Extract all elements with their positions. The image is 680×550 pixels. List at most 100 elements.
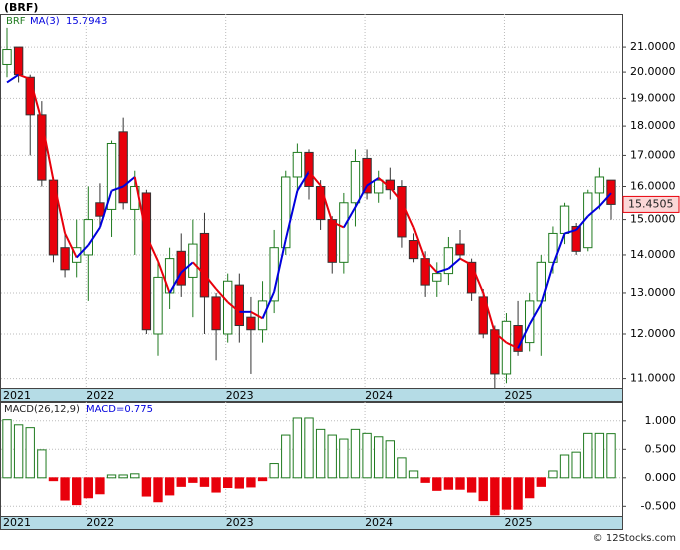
last-price-label: 15.4505 bbox=[628, 197, 674, 210]
ma-segment bbox=[168, 271, 183, 294]
macd-bar bbox=[606, 433, 616, 479]
macd-bar bbox=[130, 473, 140, 479]
macd-bar bbox=[83, 477, 93, 499]
macd-bar bbox=[397, 457, 407, 479]
candle-body bbox=[60, 247, 70, 271]
macd-bar bbox=[466, 477, 477, 493]
candle-body bbox=[188, 243, 198, 278]
ma-segment bbox=[296, 171, 310, 192]
candle-body bbox=[432, 273, 442, 282]
ma-segment bbox=[412, 227, 427, 261]
ma-segment bbox=[401, 201, 415, 228]
candle-body bbox=[25, 76, 35, 116]
macd-bar bbox=[246, 477, 256, 488]
ma-segment bbox=[180, 261, 194, 274]
ma-segment bbox=[540, 264, 554, 304]
legend-macd-value: MACD=0.775 bbox=[86, 404, 153, 415]
candle-body bbox=[304, 151, 314, 187]
macd-bar bbox=[48, 477, 59, 482]
ma-segment bbox=[319, 185, 334, 223]
ma-segment bbox=[506, 341, 519, 350]
macd-bar bbox=[536, 477, 546, 487]
candle-body bbox=[455, 243, 465, 256]
macd-bar bbox=[501, 477, 512, 510]
y-tick-label: 11.0000 bbox=[630, 372, 676, 385]
legend-symbol: BRF bbox=[6, 16, 26, 27]
candle-body bbox=[466, 261, 477, 294]
macd-bar bbox=[513, 477, 523, 510]
ma-segment bbox=[64, 233, 78, 258]
macd-bar bbox=[594, 432, 605, 479]
macd-bar bbox=[60, 477, 70, 501]
ma-segment bbox=[192, 261, 206, 276]
candle-body bbox=[559, 205, 570, 234]
x-tick-label: 2021 bbox=[3, 516, 31, 529]
ma-segment bbox=[528, 303, 543, 325]
ma-segment bbox=[366, 177, 380, 187]
date-band bbox=[0, 388, 623, 402]
ma-segment bbox=[6, 73, 20, 84]
ma-segment bbox=[517, 323, 531, 349]
macd-bar bbox=[95, 477, 105, 495]
legend-macd: MACD(26,12,9) bbox=[4, 404, 80, 415]
macd-bar bbox=[408, 470, 419, 479]
ma-segment bbox=[598, 192, 612, 207]
ma-segment bbox=[133, 176, 148, 237]
macd-bar bbox=[223, 477, 233, 488]
ma-segment bbox=[575, 215, 589, 231]
candle-body bbox=[106, 142, 117, 210]
ma-segment bbox=[284, 190, 299, 240]
macd-bar bbox=[525, 477, 535, 499]
last-price-box bbox=[622, 195, 680, 213]
macd-bar bbox=[164, 477, 175, 496]
y-tick-label: 12.0000 bbox=[630, 327, 676, 340]
ma-segment bbox=[331, 221, 345, 229]
macd-bar bbox=[315, 428, 326, 479]
y-tick-label: 20.0000 bbox=[630, 65, 676, 78]
ma-segment bbox=[470, 264, 485, 294]
ma-segment bbox=[29, 78, 43, 122]
candle-body bbox=[223, 280, 233, 335]
macd-bar bbox=[234, 477, 244, 489]
candle-body bbox=[153, 276, 163, 335]
macd-bar bbox=[583, 432, 593, 479]
legend-ma: MA(3) bbox=[30, 16, 60, 27]
x-tick-label: 2023 bbox=[226, 516, 254, 529]
macd-bar bbox=[420, 477, 430, 483]
macd-bar bbox=[72, 477, 82, 506]
macd-bar bbox=[211, 477, 221, 493]
x-tick-label: 2023 bbox=[226, 389, 254, 402]
macd-bar bbox=[374, 436, 384, 479]
candle-body bbox=[397, 185, 407, 238]
macd-bar bbox=[281, 434, 291, 479]
macd-bar bbox=[13, 424, 24, 479]
candle-body bbox=[199, 232, 210, 298]
macd-bar bbox=[2, 419, 12, 479]
candle-body bbox=[281, 176, 291, 249]
candle-body bbox=[72, 247, 82, 263]
candle-body bbox=[176, 250, 186, 286]
candle-body bbox=[478, 296, 488, 335]
candle-body bbox=[408, 240, 419, 260]
legend-ma-value: 15.7943 bbox=[66, 16, 107, 27]
x-tick-label: 2024 bbox=[365, 516, 393, 529]
ma-segment bbox=[87, 226, 101, 246]
macd-bar bbox=[141, 477, 152, 497]
macd-bar bbox=[571, 451, 581, 479]
ma-segment bbox=[436, 267, 449, 274]
candle-body bbox=[257, 300, 268, 331]
ma-segment bbox=[494, 331, 508, 344]
ma-segment bbox=[75, 244, 90, 259]
chart-title: (BRF) bbox=[4, 1, 38, 14]
ma-segment bbox=[273, 239, 287, 292]
macd-bar bbox=[106, 474, 117, 479]
macd-bar bbox=[153, 477, 163, 503]
ma-segment bbox=[145, 235, 159, 262]
ma-segment bbox=[342, 206, 357, 229]
macd-bar bbox=[188, 477, 198, 483]
date-band bbox=[0, 516, 623, 530]
macd-bar bbox=[455, 477, 465, 490]
macd-bar bbox=[118, 474, 128, 479]
macd-bar bbox=[339, 438, 349, 479]
